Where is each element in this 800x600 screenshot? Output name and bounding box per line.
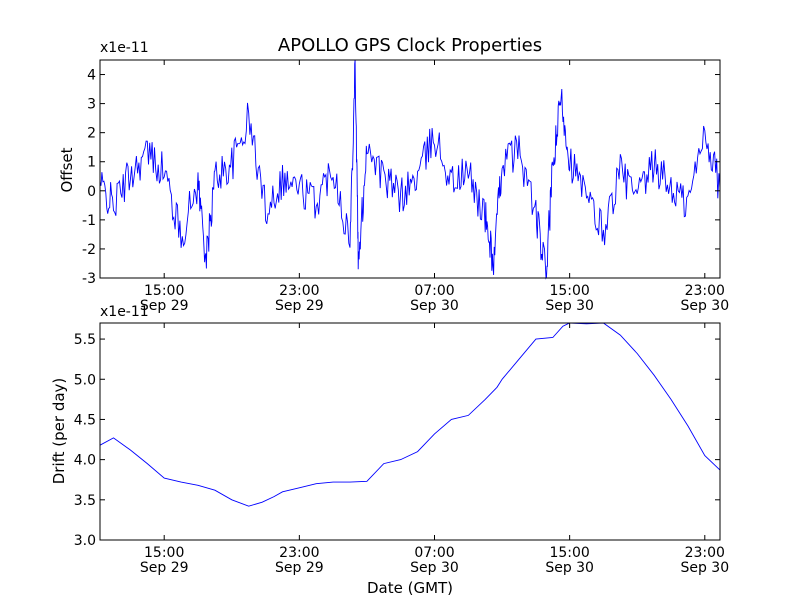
offset-ytick-label-7: -3 [82, 271, 96, 287]
drift-ytick-label-4: 3.5 [74, 493, 96, 509]
offset-ytick-label-0: 4 [87, 68, 96, 84]
offset-y-axis: 4 3 2 1 0 -1 -2 -3 [82, 68, 720, 287]
drift-xtick-time-2: 07:00 [414, 545, 454, 561]
drift-xtick-date-2: Sep 30 [410, 560, 459, 576]
offset-exponent-label: x1e-11 [100, 40, 149, 56]
drift-xtick-date-0: Sep 29 [140, 560, 189, 576]
offset-xtick-time-0: 15:00 [144, 283, 184, 299]
drift-xtick-time-0: 15:00 [144, 545, 184, 561]
offset-xtick-time-4: 23:00 [685, 283, 725, 299]
offset-series [99, 59, 721, 280]
offset-ytick-label-4: 0 [87, 184, 96, 200]
offset-line-0 [99, 59, 721, 280]
drift-chart: x1e-11 Drift (per day) 5.5 5.0 4.5 4.0 3.5 3.… [50, 304, 729, 576]
offset-xtick-date-3: Sep 30 [545, 298, 594, 314]
drift-line-0 [99, 322, 721, 507]
offset-xtick-date-1: Sep 29 [275, 298, 324, 314]
drift-series [99, 322, 721, 507]
offset-xtick-date-0: Sep 29 [140, 298, 189, 314]
x-axis-label: Date (GMT) [367, 579, 453, 597]
offset-xtick-date-2: Sep 30 [410, 298, 459, 314]
offset-ytick-label-1: 3 [87, 97, 96, 113]
offset-xtick-time-1: 23:00 [279, 283, 319, 299]
drift-exponent-label: x1e-11 [100, 304, 149, 320]
drift-ytick-label-0: 5.5 [74, 332, 96, 348]
figure-title: APOLLO GPS Clock Properties [278, 35, 542, 56]
offset-ytick-label-3: 1 [87, 155, 96, 171]
drift-xtick-date-3: Sep 30 [545, 560, 594, 576]
drift-plot-frame [99, 322, 721, 541]
drift-ylabel: Drift (per day) [50, 378, 68, 485]
offset-ylabel: Offset [58, 147, 76, 192]
drift-ytick-label-2: 4.5 [74, 412, 96, 428]
offset-ytick-label-5: -1 [82, 213, 96, 229]
offset-plot-frame [99, 59, 721, 279]
offset-xtick-time-3: 15:00 [549, 283, 589, 299]
drift-ytick-label-3: 4.0 [74, 453, 96, 469]
drift-ytick-label-5: 3.0 [74, 533, 96, 549]
drift-xtick-time-1: 23:00 [279, 545, 319, 561]
drift-xtick-time-3: 15:00 [549, 545, 589, 561]
offset-xtick-date-4: Sep 30 [680, 298, 729, 314]
offset-xtick-time-2: 07:00 [414, 283, 454, 299]
drift-ytick-label-1: 5.0 [74, 372, 96, 388]
drift-xtick-date-4: Sep 30 [680, 560, 729, 576]
drift-y-axis: 5.5 5.0 4.5 4.0 3.5 3.0 [74, 332, 720, 549]
offset-ytick-label-2: 2 [87, 126, 96, 142]
offset-ytick-label-6: -2 [82, 242, 96, 258]
drift-xtick-time-4: 23:00 [685, 545, 725, 561]
drift-xtick-date-1: Sep 29 [275, 560, 324, 576]
